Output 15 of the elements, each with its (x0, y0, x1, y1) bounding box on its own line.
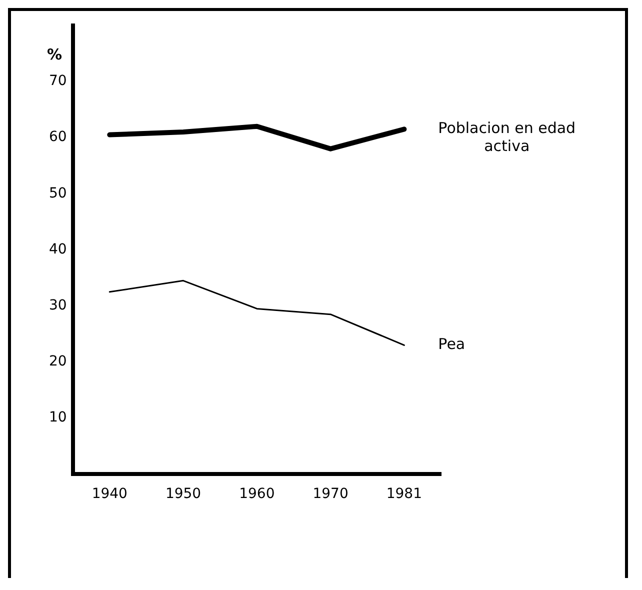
x-tick-label: 1981 (386, 486, 422, 502)
y-tick-label: 10 (48, 410, 67, 426)
y-tick-label: 30 (48, 298, 67, 314)
x-tick-label: 1940 (92, 486, 128, 502)
y-tick-label: 70 (48, 73, 67, 90)
x-tick-label: 1950 (165, 486, 202, 502)
y-tick-label: 20 (48, 354, 67, 370)
y-tick-label: 60 (48, 129, 67, 146)
x-tick-label: 1970 (312, 486, 348, 502)
y-tick-label: 40 (48, 241, 67, 258)
y-tick-label: 50 (48, 185, 67, 202)
y-axis-title: % (47, 45, 62, 64)
text: Poblacion en edad activa (438, 119, 576, 156)
x-tick-label: 1960 (239, 486, 275, 502)
text: Pea (438, 335, 466, 354)
